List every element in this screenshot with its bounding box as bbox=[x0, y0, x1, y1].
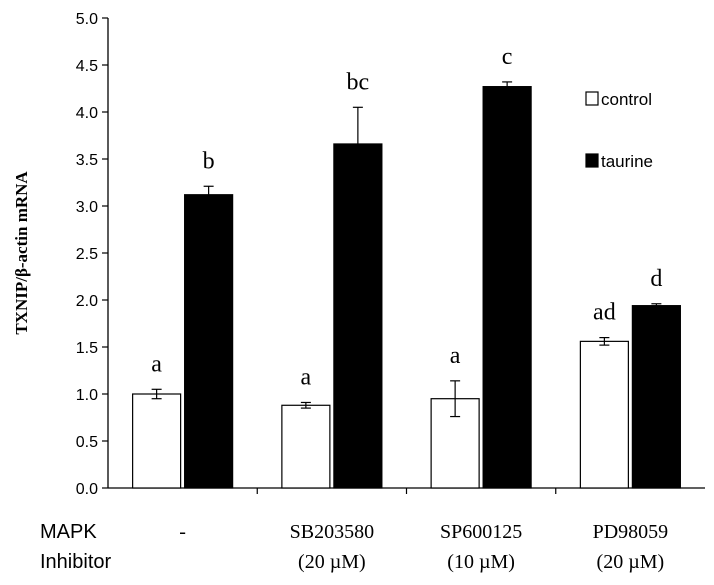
row-label-line2: Inhibitor bbox=[40, 551, 111, 573]
row-label-line1: MAPK bbox=[40, 521, 97, 543]
labels: a b - a bc SB203580 (20 µM) a c SP600125 (10 µM) ad… bbox=[40, 44, 668, 573]
y-tick-label: 3.0 bbox=[76, 199, 98, 216]
y-tick-label: 5.0 bbox=[76, 11, 98, 28]
significance-label: a bbox=[151, 351, 162, 377]
bar-taurine bbox=[482, 86, 532, 489]
category-label: PD98059 bbox=[593, 521, 669, 543]
significance-label: a bbox=[301, 364, 312, 390]
legend-swatch-control bbox=[585, 91, 599, 106]
category-label: SP600125 bbox=[440, 521, 522, 543]
y-tick-label: 0.5 bbox=[76, 434, 98, 451]
significance-label: c bbox=[502, 44, 513, 70]
y-tick-label: 3.5 bbox=[76, 152, 98, 169]
significance-label: ad bbox=[593, 300, 616, 326]
bar-taurine bbox=[333, 143, 383, 489]
y-axis-title: TXNIP/β-actin mRNA bbox=[12, 171, 31, 335]
bars bbox=[132, 81, 681, 489]
y-tick-label: 1.0 bbox=[76, 387, 98, 404]
y-tick-label: 2.5 bbox=[76, 246, 98, 263]
axes: 0.0 0.5 1.0 1.5 2.0 2.5 3.0 3.5 4.0 4.5 5.0 TXNIP/β… bbox=[12, 11, 705, 498]
bar-control bbox=[579, 340, 629, 489]
category-label-line2: (10 µM) bbox=[447, 551, 515, 573]
significance-label: bc bbox=[347, 69, 370, 95]
legend-label-taurine: taurine bbox=[601, 152, 653, 171]
bar-taurine bbox=[184, 194, 234, 489]
y-tick-label: 4.0 bbox=[76, 105, 98, 122]
significance-label: b bbox=[203, 148, 215, 174]
category-label-line2: (20 µM) bbox=[298, 551, 366, 573]
legend-label-control: control bbox=[601, 90, 652, 109]
y-tick-label: 1.5 bbox=[76, 340, 98, 357]
category-label: SB203580 bbox=[290, 521, 374, 543]
y-tick-label: 2.0 bbox=[76, 293, 98, 310]
y-tick-label: 0.0 bbox=[76, 481, 98, 498]
legend-swatch-taurine bbox=[585, 153, 599, 168]
significance-label: a bbox=[450, 343, 461, 369]
bar-control bbox=[281, 404, 331, 489]
category-label-line2: (20 µM) bbox=[597, 551, 665, 573]
legend: control taurine bbox=[585, 90, 653, 171]
y-tick-label: 4.5 bbox=[76, 58, 98, 75]
bar-taurine bbox=[631, 305, 681, 489]
significance-label: d bbox=[650, 266, 662, 292]
bar-control bbox=[132, 393, 182, 489]
category-label: - bbox=[179, 521, 186, 543]
